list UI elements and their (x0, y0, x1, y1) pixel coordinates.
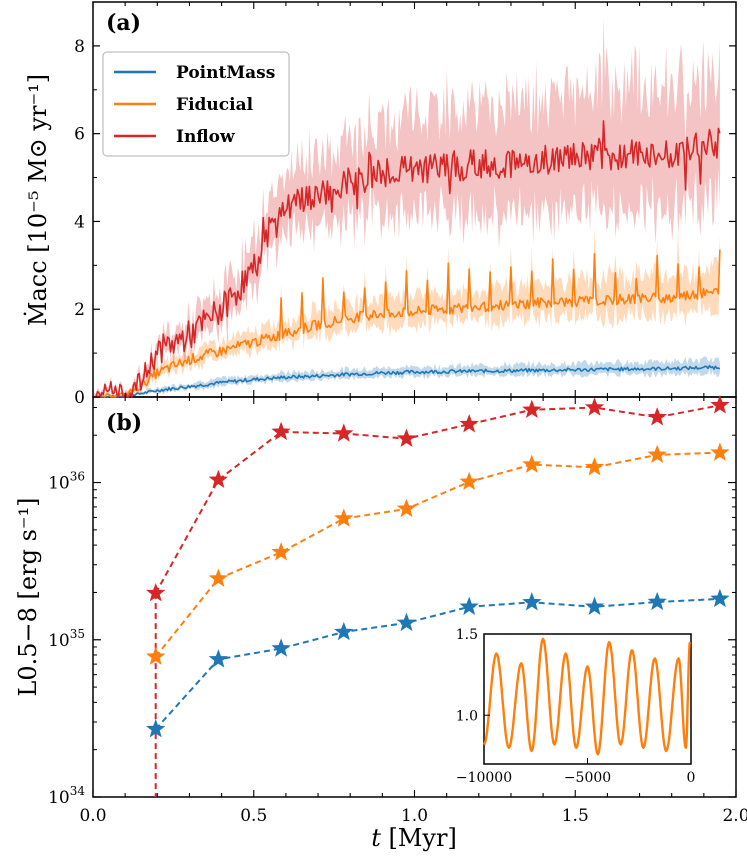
inset-ytick-label: 1.5 (456, 627, 478, 643)
panel-b-ticks: 1034 1035 1036 0.0 0.5 1.0 1.5 2.0 (48, 397, 747, 826)
inset: −10000 −5000 0 1.0 1.5 (456, 627, 696, 786)
panel-b-point-fiducial (710, 442, 730, 461)
panel-b-point-pointmass (647, 591, 667, 611)
panel-b-point-inflow (710, 395, 730, 414)
panel-a-band-inflow (93, 18, 720, 397)
inset-frame (483, 633, 692, 765)
panel-a-ytick-label: 0 (74, 388, 85, 408)
x-tick-label: 1.0 (401, 806, 428, 826)
panel-a-ytick-label: 4 (74, 212, 85, 232)
panel-b-ytick-label: 1034 (48, 784, 85, 808)
panel-a-band-pointmass (93, 356, 720, 397)
panel-b-point-fiducial (334, 508, 354, 527)
panel-b-point-inflow (396, 428, 417, 447)
panel-b-point-inflow (584, 397, 605, 416)
panel-a-band-fiducial (93, 225, 720, 397)
panel-b-ytick-label: 1035 (48, 627, 85, 651)
x-axis-var: t (371, 824, 381, 852)
panel-b-point-inflow (146, 582, 166, 602)
panel-b-point-inflow (459, 414, 479, 433)
panel-a-ticks: 0 2 4 6 8 (74, 2, 737, 408)
panel-b-point-fiducial (271, 542, 291, 561)
panel-b-point-fiducial (396, 498, 417, 518)
panel-b-point-pointmass (396, 612, 417, 632)
legend-label-inflow: Inflow (176, 127, 235, 147)
panel-b-point-fiducial (208, 568, 228, 587)
panel-b-point-inflow (647, 407, 667, 426)
legend-label-fiducial: Fiducial (176, 95, 254, 115)
inset-ytick-label: 1.0 (456, 708, 478, 724)
panel-b-point-inflow (271, 421, 291, 441)
panel-b-point-fiducial (146, 646, 166, 665)
panel-b-point-inflow (208, 469, 228, 489)
panel-b-line-pointmass (154, 597, 720, 730)
panel-b-point-inflow (334, 423, 354, 442)
panel-b-point-pointmass (459, 596, 479, 616)
panel-a-label: (a) (106, 10, 141, 36)
panel-a-lines (93, 120, 721, 398)
panel-b-point-pointmass (208, 649, 228, 668)
panel-a-ytick-label: 8 (74, 37, 85, 57)
inset-xtick-label: −5000 (564, 770, 611, 786)
x-tick-label: 0.5 (240, 806, 267, 826)
legend-box (102, 51, 290, 157)
panel-b-point-pointmass (522, 592, 542, 611)
panel-b-point-inflow (522, 399, 542, 419)
panel-a-ytick-label: 6 (74, 125, 85, 145)
panel-a-line-pointmass (93, 364, 721, 398)
panel-b-point-fiducial (459, 471, 479, 491)
panel-a-line-fiducial (93, 249, 721, 398)
panel-b-line-fiducial (154, 451, 720, 658)
panel-a-ytick-label: 2 (74, 300, 85, 320)
panel-b-point-pointmass (334, 621, 354, 641)
panel-b-ylabel: L0.5−8 [erg s⁻¹] (14, 497, 42, 696)
panel-b-point-pointmass (271, 638, 291, 657)
x-tick-label: 2.0 (722, 806, 747, 826)
x-axis-unit: [Myr] (381, 824, 457, 852)
panel-b-point-fiducial (647, 444, 667, 464)
inset-xtick-label: 0 (687, 770, 696, 786)
x-axis-title: t [Myr] (371, 824, 457, 852)
inset-xtick-label: −10000 (456, 770, 512, 786)
x-tick-label: 0.0 (79, 806, 106, 826)
x-tick-label: 1.5 (562, 806, 589, 826)
panel-b-lines (146, 395, 730, 797)
panel-b-ytick-label: 1036 (48, 470, 85, 494)
panel-a-ylabel: Ṁacc [10⁻⁵ M⊙ yr⁻¹] (23, 74, 52, 326)
panel-b-point-fiducial (522, 454, 542, 473)
panel-a-bands (93, 18, 720, 397)
legend: PointMass Fiducial Inflow (102, 51, 290, 157)
panel-b-line-inflow (154, 404, 721, 594)
inset-line (482, 637, 692, 756)
panel-b-point-pointmass (584, 596, 605, 616)
panel-b-point-fiducial (584, 457, 605, 476)
panel-b-label: (b) (106, 410, 142, 436)
panel-b-point-pointmass (710, 588, 730, 608)
panel-a-line-inflow (93, 120, 721, 398)
panel-b-point-pointmass (146, 719, 166, 738)
legend-label-pointmass: PointMass (176, 63, 275, 83)
